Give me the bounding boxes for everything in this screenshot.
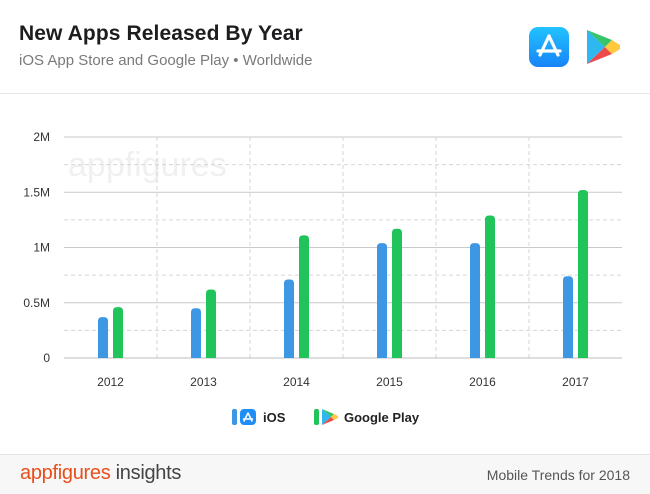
- bar-ios-2017: [563, 276, 573, 358]
- legend-item-ios: iOS: [232, 409, 286, 425]
- page-title: New Apps Released By Year: [19, 22, 303, 45]
- y-tick-label: 2M: [33, 130, 50, 144]
- watermark-text: appfigures: [68, 146, 227, 184]
- y-tick-label: 0: [43, 351, 50, 365]
- bar-google-play-2017: [578, 190, 588, 358]
- legend-item-google-play: Google Play: [314, 409, 420, 425]
- bar-ios-2012: [98, 317, 108, 358]
- x-tick-label: 2016: [469, 375, 496, 389]
- bar-google-play-2015: [392, 228, 402, 358]
- x-tick-label: 2015: [376, 375, 403, 389]
- bar-ios-2015: [377, 243, 387, 358]
- y-tick-label: 0.5M: [23, 296, 50, 310]
- bar-ios-2013: [191, 308, 201, 358]
- x-tick-label: 2014: [283, 375, 310, 389]
- x-tick-label: 2012: [97, 375, 124, 389]
- bar-google-play-2013: [206, 289, 216, 358]
- x-tick-label: 2013: [190, 375, 217, 389]
- bar-google-play-2016: [485, 215, 495, 358]
- app-store-small-icon: [240, 409, 256, 425]
- chart-canvas: appfigures 0 0.5M 1M 1.5M 2M 2012 2013 2014 2015…: [23, 130, 622, 425]
- y-tick-label: 1.5M: [23, 185, 50, 199]
- bar-google-play-2014: [299, 235, 309, 358]
- app-store-small-glyph: [242, 412, 254, 422]
- app-store-icon: [529, 27, 569, 67]
- footer: appfigures insights Mobile Trends for 20…: [0, 454, 650, 494]
- header: New Apps Released By Year iOS App Store …: [0, 0, 650, 93]
- bar-ios-2016: [470, 243, 480, 358]
- legend-swatch-ios: [232, 409, 237, 425]
- x-tick-label: 2017: [562, 375, 589, 389]
- legend-swatch-google-play: [314, 409, 319, 425]
- google-play-small-icon: [322, 409, 338, 425]
- google-play-icon: [583, 27, 623, 67]
- header-divider: [0, 93, 650, 94]
- legend-label-ios: iOS: [263, 410, 286, 425]
- bar-ios-2014: [284, 279, 294, 358]
- footer-brand-suffix: insights: [110, 462, 182, 484]
- footer-brand: appfigures insights: [20, 462, 181, 485]
- footer-caption: Mobile Trends for 2018: [486, 467, 630, 483]
- footer-brand-name: appfigures: [20, 462, 111, 484]
- bar-chart: appfigures 0 0.5M 1M 1.5M 2M 2012 2013 2014 2015…: [0, 94, 650, 454]
- bar-google-play-2012: [113, 307, 123, 358]
- legend-label-google-play: Google Play: [344, 410, 420, 425]
- page-subtitle: iOS App Store and Google Play • Worldwid…: [19, 52, 313, 69]
- y-tick-label: 1M: [33, 241, 50, 255]
